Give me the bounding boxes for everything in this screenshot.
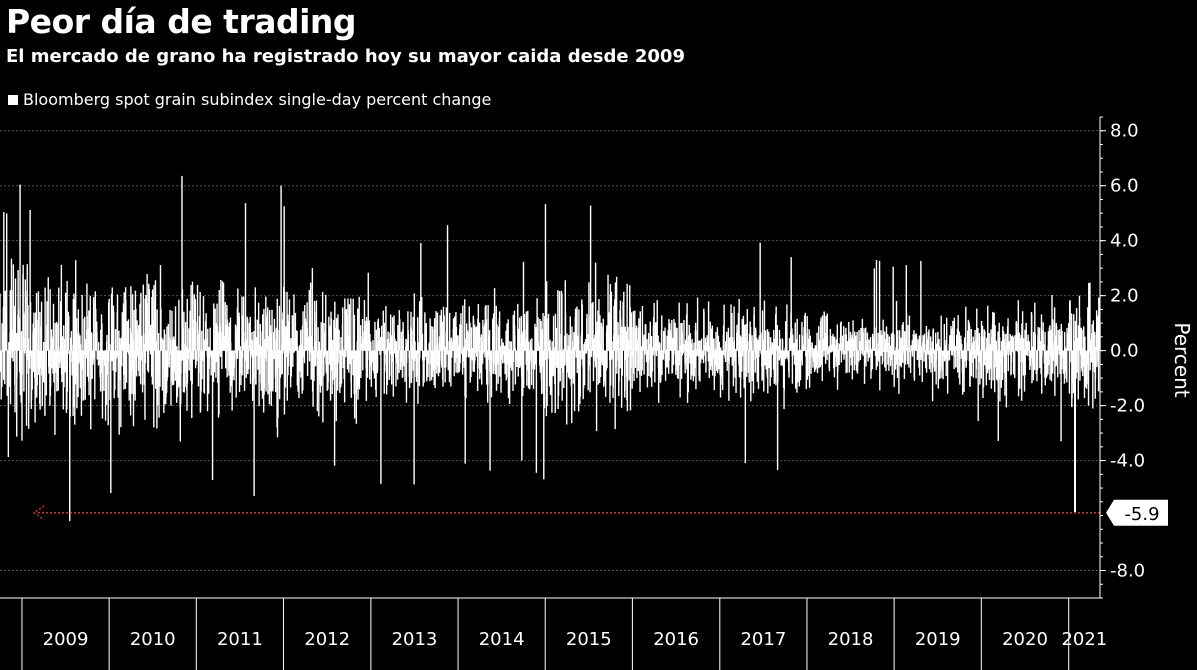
x-tick-label: 2017: [740, 629, 786, 650]
data-bars: [0, 175, 1101, 522]
chart-title: Peor día de trading: [6, 2, 357, 41]
x-tick-label: 2016: [653, 629, 699, 650]
y-tick-label: 2.0: [1110, 286, 1139, 307]
x-tick-label: 2018: [828, 629, 874, 650]
y-tick-label: 8.0: [1110, 121, 1139, 142]
x-tick-label: 2012: [304, 629, 350, 650]
reference-line: -5.9: [32, 499, 1168, 526]
callout-box: [1106, 499, 1168, 526]
legend: Bloomberg spot grain subindex single-day…: [8, 90, 491, 109]
x-tick-label: 2014: [479, 629, 525, 650]
x-tick-label: 2019: [915, 629, 961, 650]
y-tick-label: 0.0: [1110, 341, 1139, 362]
x-tick-label: 2020: [1002, 629, 1048, 650]
y-tick-label: 4.0: [1110, 231, 1139, 252]
x-tick-label: 2011: [217, 629, 263, 650]
x-tick-label: 2010: [130, 629, 176, 650]
x-tick-label: 2013: [392, 629, 438, 650]
x-tick-label: 2021: [1061, 629, 1107, 650]
y-tick-label: -4.0: [1110, 451, 1145, 472]
x-axis: 2009 2010 2011 2012 2013 2014 2015 2016 2017 2018…: [0, 597, 1107, 670]
legend-swatch: [8, 94, 18, 105]
y-axis: 8.0 6.0 4.0 2.0 0.0 -2.0 -4.0 -8.0 Percent: [1099, 116, 1194, 599]
chart-subtitle: El mercado de grano ha registrado hoy su…: [6, 46, 685, 67]
reference-arrow-icon: [32, 505, 45, 521]
legend-label: Bloomberg spot grain subindex single-day…: [23, 90, 492, 109]
y-tick-label: -2.0: [1110, 396, 1145, 417]
y-tick-label: 6.0: [1110, 176, 1139, 197]
callout-label: -5.9: [1124, 504, 1159, 525]
y-axis-title: Percent: [1170, 322, 1194, 397]
x-tick-label: 2009: [43, 629, 89, 650]
x-tick-label: 2015: [566, 629, 612, 650]
y-tick-label: -8.0: [1110, 561, 1145, 582]
